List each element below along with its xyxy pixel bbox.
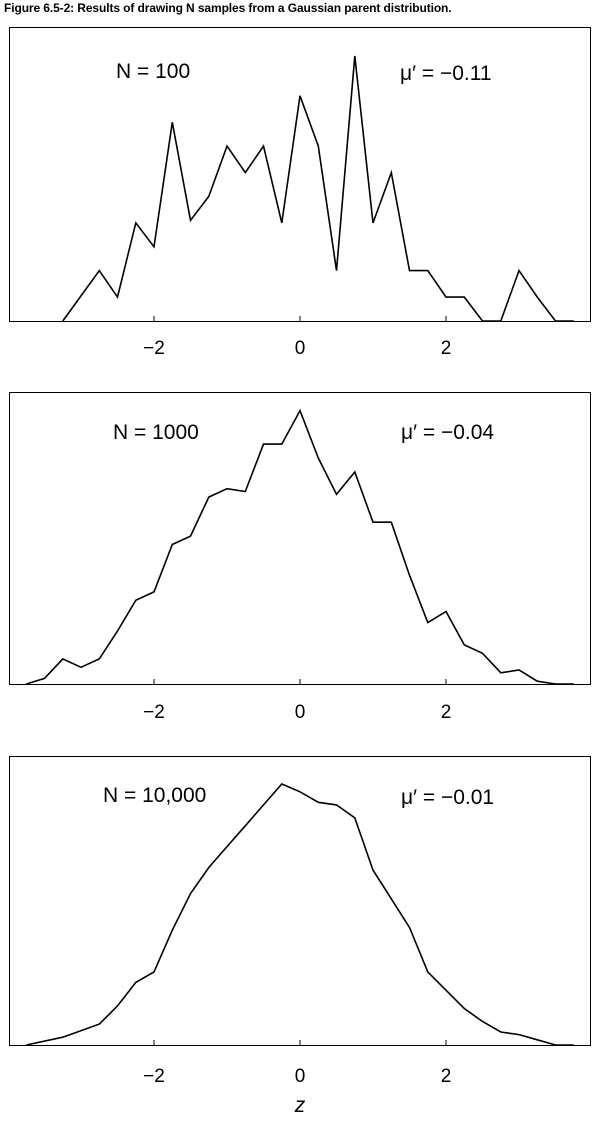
panel-2-mu-label: μ′ = −0.04: [401, 421, 495, 444]
panel-3-n-label: N = 10,000: [103, 784, 207, 807]
x-axis-label: z: [294, 1094, 306, 1117]
panel-2-xtick-1: 0: [294, 702, 306, 723]
plot-panel-1: [9, 27, 591, 322]
plot-panel-3: [9, 756, 591, 1046]
panel-2-xtick-2: 2: [440, 702, 452, 723]
panel-3-mu-label: μ′ = −0.01: [401, 786, 495, 809]
panel-3-xtick-2: 2: [440, 1066, 452, 1087]
panel-3-series-line: [26, 783, 574, 1046]
panel-1-xtick-2: 2: [440, 338, 452, 359]
figure-title: Figure 6.5-2: Results of drawing N sampl…: [4, 1, 452, 15]
panel-1-xtick-0: −2: [143, 338, 165, 359]
panel-2-xtick-0: −2: [143, 702, 165, 723]
panel-3-xtick-0: −2: [143, 1066, 165, 1087]
plot-panel-2: [9, 392, 591, 685]
panel-1-xtick-1: 0: [294, 338, 306, 359]
panel-1-n-label: N = 100: [116, 60, 191, 83]
panel-1-mu-label: μ′ = −0.11: [400, 62, 492, 85]
panel-2-series-line: [26, 408, 574, 685]
panel-2-n-label: N = 1000: [113, 421, 199, 444]
panel-1-series-line: [62, 55, 574, 322]
panel-3-xtick-1: 0: [294, 1066, 306, 1087]
